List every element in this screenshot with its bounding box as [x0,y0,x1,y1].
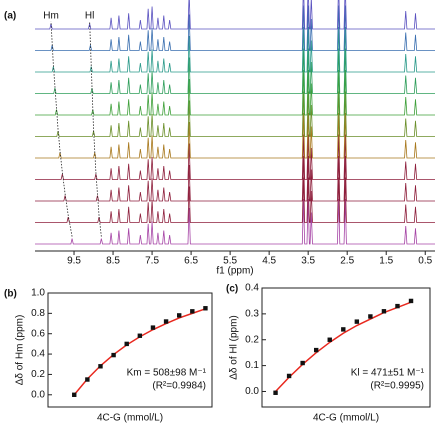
fit-curve [275,301,412,392]
y-tick-label: 0.3 [245,309,259,320]
data-point [408,298,414,304]
data-point [177,313,182,318]
panel-label: (c) [226,284,238,295]
y-tick-label: 0.0 [245,386,259,397]
x-tick-label: 2.5 [340,256,354,267]
y-tick-label: 0.8 [31,308,45,319]
data-point [98,364,103,369]
spectrum-trace [35,0,435,30]
data-point [395,303,400,309]
data-point [286,373,292,379]
data-point [341,327,346,332]
data-point [72,392,77,397]
x-tick-label: 1.5 [379,256,393,267]
x-tick-label: 3.5 [301,256,315,267]
data-point [313,347,319,353]
data-point [137,333,143,338]
data-point [273,390,278,395]
data-point [354,319,360,324]
y-tick-label: 0.2 [31,369,45,380]
spectrum-trace [35,198,435,245]
y-tick-label: 0.2 [245,334,259,345]
spectrum-trace [35,91,435,137]
y-tick-label: 0.6 [31,328,45,339]
fit-annotation: Kl = 471±51 M⁻¹ [351,368,425,379]
spectrum-trace [35,155,435,202]
plot-frame [261,287,431,408]
y-axis-label: Δδ of Hm (ppm) [15,315,26,386]
y-tick-label: 0.4 [245,283,259,294]
y-axis-label: Δδ of Hl (ppm) [229,315,240,379]
spectrum-trace [35,69,435,116]
x-tick-label: 5.5 [223,256,237,267]
data-point [327,337,332,342]
x-tick-label: 8.5 [106,256,120,267]
data-point [300,360,305,366]
hm-shift-track [50,21,73,237]
spectrum-trace [35,112,435,159]
fit-annotation: (R²=0.9995) [370,381,424,392]
plot-frame [47,292,213,408]
fit-annotation: Km = 508±98 M⁻¹ [127,368,207,379]
data-point [163,319,169,324]
x-tick-label: 4.5 [262,256,276,267]
x-axis-label: f1 (ppm) [216,266,253,277]
data-point [381,309,387,314]
y-tick-label: 0.0 [31,389,45,400]
x-axis-label: 4C-G (mmol/L) [97,413,163,424]
data-point [150,325,156,330]
data-point [190,309,195,314]
panel-label: (b) [4,289,17,300]
x-tick-label: 6.5 [184,256,198,267]
data-point [85,377,90,382]
data-point [203,306,208,311]
x-tick-label: 0.5 [418,256,432,267]
x-tick-label: 7.5 [145,256,159,267]
hm-label: Hm [43,11,59,22]
y-tick-label: 0.4 [31,349,45,360]
spectrum-trace [35,134,435,180]
spectrum-trace [35,177,435,223]
fit-annotation: (R²=0.9984) [152,381,206,392]
hl-label: Hl [85,11,94,22]
x-axis-label: 4C-G (mmol/L) [313,413,379,424]
y-tick-label: 1.0 [31,288,45,299]
panel-label: (a) [4,11,16,22]
spectrum-trace [35,5,435,51]
x-tick-label: 9.5 [67,256,81,267]
data-point [124,341,129,347]
data-point [111,352,116,358]
spectrum-trace [35,48,435,94]
data-point [368,314,373,319]
spectrum-trace [35,26,435,73]
hl-shift-track [89,21,102,237]
y-tick-label: 0.1 [245,360,259,371]
